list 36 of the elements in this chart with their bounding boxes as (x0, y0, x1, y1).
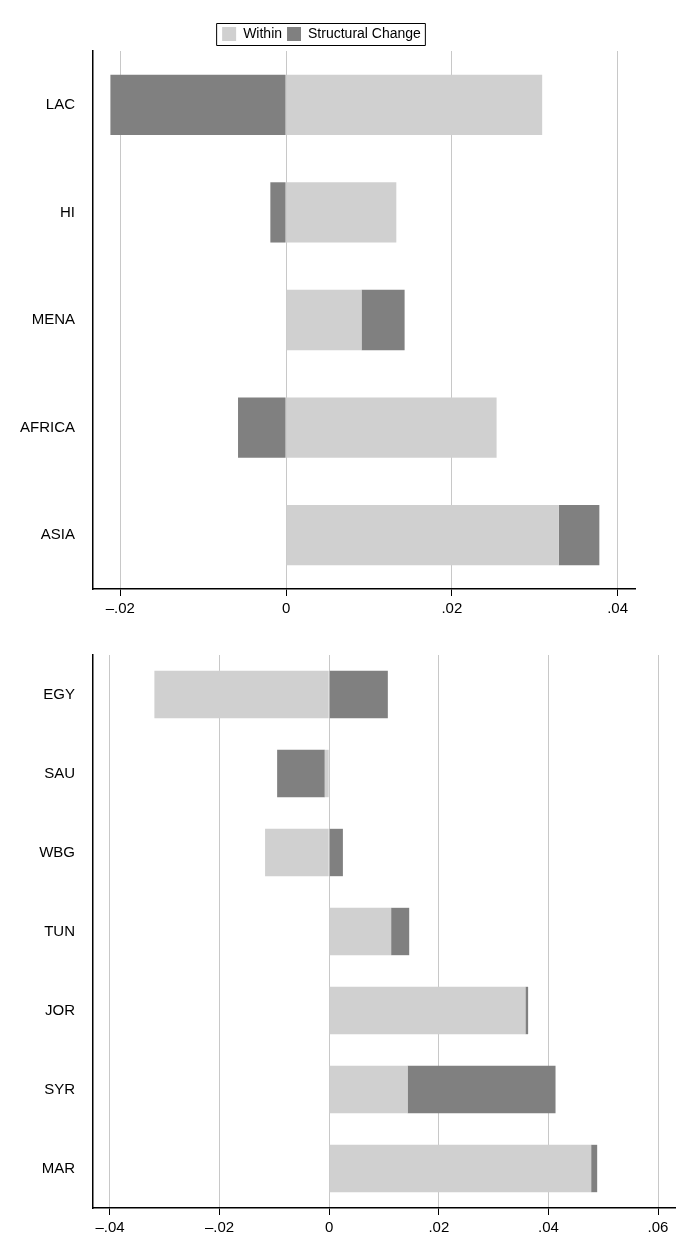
bar (329, 670, 388, 719)
y-tick-label: SAU (44, 763, 75, 781)
legend-label: Within (243, 24, 283, 41)
x-tick-label: .04 (537, 1218, 559, 1236)
bar (525, 986, 529, 1035)
bar (558, 505, 600, 566)
bar (270, 182, 286, 243)
bar (110, 74, 286, 135)
y-tick-label: WBG (39, 842, 75, 860)
bar (238, 397, 286, 458)
x-tick-label: 0 (281, 599, 291, 617)
x-tick-label: .02 (428, 1218, 450, 1236)
bar (391, 907, 410, 956)
y-tick-label: MENA (31, 310, 75, 328)
bar (361, 289, 405, 351)
x-tick-label: 0 (325, 1218, 334, 1236)
x-tick-label: –.02 (204, 1218, 235, 1236)
y-tick-label: JOR (45, 1000, 76, 1018)
y-tick-label: SYR (44, 1079, 76, 1097)
x-tick-label: –.02 (105, 599, 135, 617)
x-tick-label: .02 (441, 599, 463, 617)
x-tick-label: –.04 (95, 1218, 125, 1236)
y-tick-label: ASIA (40, 525, 75, 543)
bar (277, 749, 325, 798)
bar (329, 828, 343, 877)
y-tick-label: EGY (43, 684, 75, 702)
x-tick-label: .06 (647, 1218, 669, 1236)
bar (407, 1065, 556, 1114)
y-tick-label: TUN (44, 921, 75, 939)
x-tick-label: .04 (607, 599, 629, 617)
y-tick-label: AFRICA (19, 417, 75, 435)
bar (591, 1144, 598, 1193)
y-tick-label: LAC (45, 94, 76, 112)
y-tick-label: HI (60, 202, 75, 220)
y-tick-label: MAR (41, 1158, 76, 1176)
legend-label: Structural Change (308, 24, 422, 41)
